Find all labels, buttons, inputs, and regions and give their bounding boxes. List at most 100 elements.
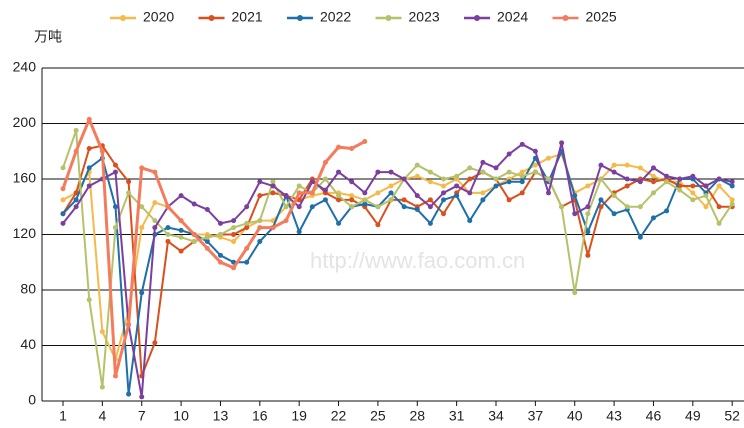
- data-point: [572, 211, 578, 217]
- data-point: [611, 193, 617, 199]
- data-point: [585, 229, 591, 235]
- data-point: [388, 183, 394, 189]
- data-point: [231, 265, 237, 271]
- data-point: [270, 225, 276, 231]
- x-tick-label: 19: [291, 408, 307, 424]
- data-point: [690, 173, 696, 179]
- data-point: [467, 190, 473, 196]
- data-point: [244, 204, 250, 210]
- data-point: [349, 193, 355, 199]
- data-point: [191, 201, 197, 207]
- data-point: [191, 238, 197, 244]
- data-point: [454, 183, 460, 189]
- data-point: [322, 187, 328, 193]
- data-point: [427, 179, 433, 185]
- data-point: [414, 193, 420, 199]
- data-point: [296, 183, 302, 189]
- data-point: [349, 204, 355, 210]
- data-point: [572, 193, 578, 199]
- data-point: [427, 197, 433, 203]
- data-point: [112, 373, 118, 379]
- data-point: [559, 140, 565, 146]
- x-tick-label: 16: [252, 408, 268, 424]
- data-point: [165, 232, 171, 237]
- data-point: [585, 211, 591, 217]
- data-point: [401, 204, 407, 210]
- data-point: [441, 183, 447, 189]
- x-tick-label: 22: [331, 408, 347, 424]
- data-point: [349, 179, 355, 185]
- x-tick-label: 4: [98, 408, 106, 424]
- series-line: [62, 150, 733, 396]
- data-point: [375, 190, 381, 196]
- data-point: [139, 290, 145, 296]
- data-point: [244, 259, 250, 265]
- data-point: [165, 204, 171, 210]
- data-point: [493, 176, 499, 182]
- data-point: [60, 211, 66, 217]
- data-point: [73, 148, 79, 154]
- data-point: [217, 220, 223, 226]
- data-point: [204, 238, 210, 244]
- data-point: [217, 232, 223, 237]
- data-point: [441, 190, 447, 196]
- data-point: [217, 259, 223, 265]
- data-point: [178, 193, 184, 199]
- data-point: [362, 201, 368, 207]
- data-point: [349, 197, 355, 203]
- data-point: [322, 197, 328, 203]
- data-point: [585, 252, 591, 258]
- data-point: [375, 222, 381, 228]
- legend-label: 2020: [143, 9, 174, 25]
- data-point: [467, 165, 473, 171]
- data-point: [165, 238, 171, 244]
- data-point: [257, 218, 263, 224]
- data-point: [650, 173, 656, 179]
- data-point: [664, 179, 670, 185]
- y-tick-label: 160: [13, 170, 37, 186]
- legend-marker: [297, 15, 303, 21]
- data-point: [322, 159, 328, 165]
- data-point: [99, 148, 105, 154]
- data-point: [270, 190, 276, 196]
- data-point: [506, 197, 512, 203]
- x-tick-label: 34: [488, 408, 504, 424]
- data-point: [178, 234, 184, 240]
- legend-label: 2022: [320, 9, 351, 25]
- x-tick-label: 31: [449, 408, 465, 424]
- data-point: [283, 204, 289, 210]
- x-tick-label: 28: [409, 408, 425, 424]
- data-point: [204, 234, 210, 240]
- data-point: [112, 204, 118, 210]
- data-point: [624, 183, 630, 189]
- data-point: [611, 162, 617, 168]
- data-point: [598, 204, 604, 210]
- data-point: [519, 141, 525, 147]
- x-tick-label: 25: [370, 408, 386, 424]
- data-point: [467, 218, 473, 224]
- data-point: [60, 165, 66, 171]
- data-point: [677, 183, 683, 189]
- data-point: [637, 179, 643, 185]
- x-tick-label: 52: [724, 408, 740, 424]
- data-point: [427, 169, 433, 175]
- data-point: [336, 193, 342, 199]
- data-point: [427, 204, 433, 210]
- data-point: [336, 197, 342, 203]
- data-point: [729, 179, 735, 185]
- data-point: [112, 162, 118, 168]
- legend-marker: [474, 15, 480, 21]
- legend-label: 2024: [497, 9, 528, 25]
- data-point: [585, 183, 591, 189]
- data-point: [388, 169, 394, 175]
- data-point: [480, 190, 486, 196]
- series-line: [62, 129, 734, 389]
- data-point: [716, 176, 722, 182]
- data-point: [244, 220, 250, 226]
- data-point: [480, 169, 486, 175]
- data-point: [99, 384, 105, 390]
- series-line: [61, 117, 366, 378]
- data-point: [414, 173, 420, 179]
- data-point: [519, 173, 525, 179]
- data-point: [545, 190, 551, 196]
